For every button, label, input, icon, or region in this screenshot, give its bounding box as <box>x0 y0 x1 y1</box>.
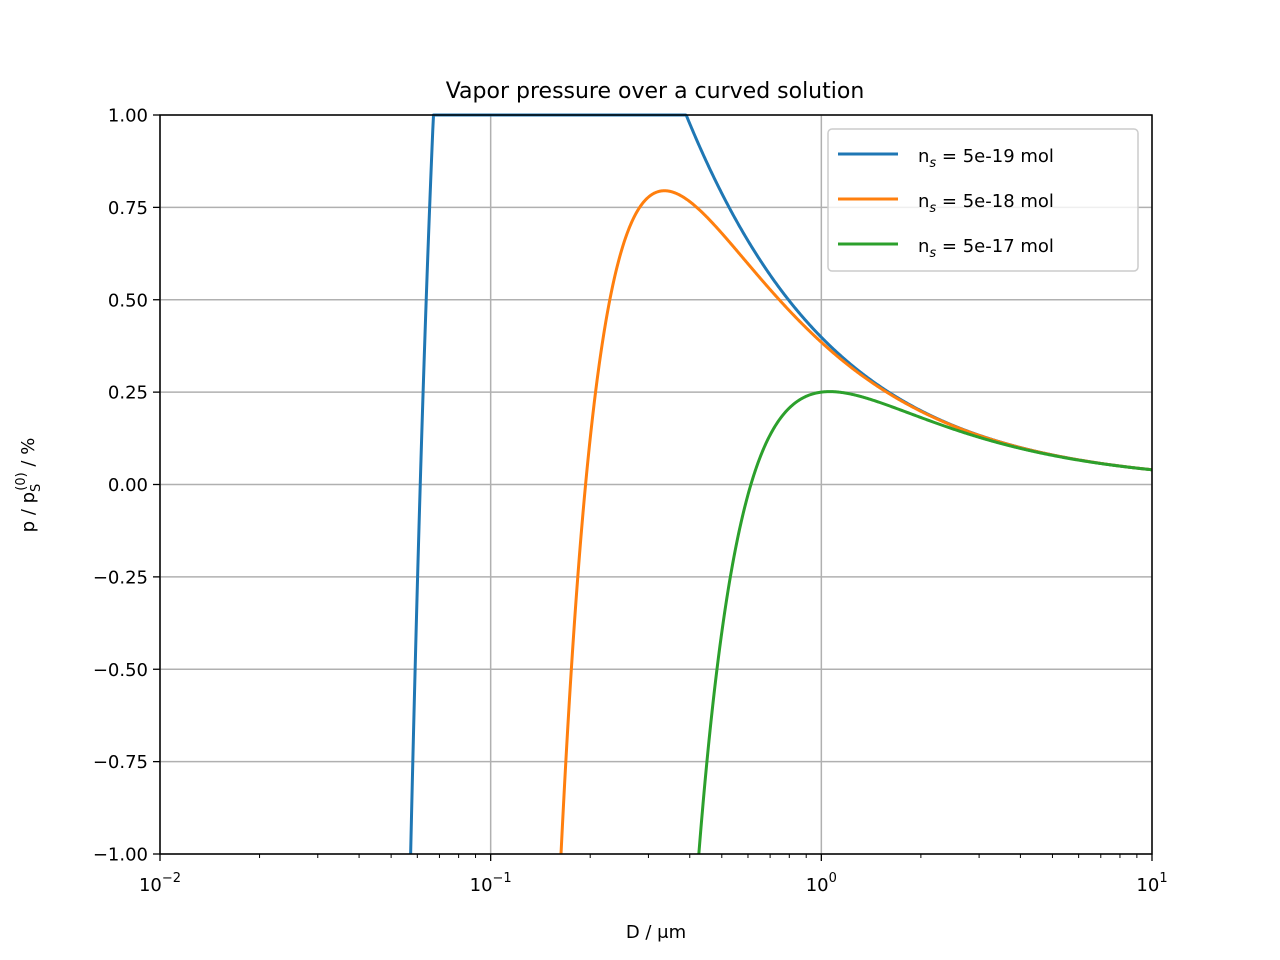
grid <box>159 114 1153 855</box>
legend-label-3: ns = 5e-17 mol <box>918 236 1054 261</box>
chart-title: Vapor pressure over a curved solution <box>446 79 865 104</box>
x-tick-label: 101 <box>1136 871 1167 896</box>
x-tick-label: 10−1 <box>470 871 512 896</box>
y-tick-label: 1.00 <box>108 106 148 127</box>
y-tick-label: 0.25 <box>108 383 148 404</box>
y-tick-label: −1.00 <box>93 845 148 866</box>
y-tick-label: −0.75 <box>93 752 148 773</box>
y-tick-label: −0.50 <box>93 660 148 681</box>
x-axis: 10−2 10−1 100 101 <box>139 854 1168 896</box>
legend-label-2: ns = 5e-18 mol <box>918 191 1054 216</box>
y-tick-label: 0.75 <box>108 198 148 219</box>
legend-label-1: ns = 5e-19 mol <box>918 146 1054 171</box>
x-axis-label: D / μm <box>626 922 686 943</box>
y-axis: 1.00 0.75 0.50 0.25 0.00 −0.25 −0.50 −0.75 −1.00 <box>93 106 160 866</box>
legend: ns = 5e-19 mol ns = 5e-18 mol ns = 5e-17 m… <box>827 128 1139 272</box>
x-tick-label: 100 <box>806 871 837 896</box>
series-line-3 <box>697 390 1153 855</box>
y-tick-label: −0.25 <box>93 567 148 588</box>
legend-box <box>827 128 1139 272</box>
x-tick-label: 10−2 <box>139 871 181 896</box>
y-tick-label: 0.00 <box>108 475 148 496</box>
y-tick-label: 0.50 <box>108 290 148 311</box>
